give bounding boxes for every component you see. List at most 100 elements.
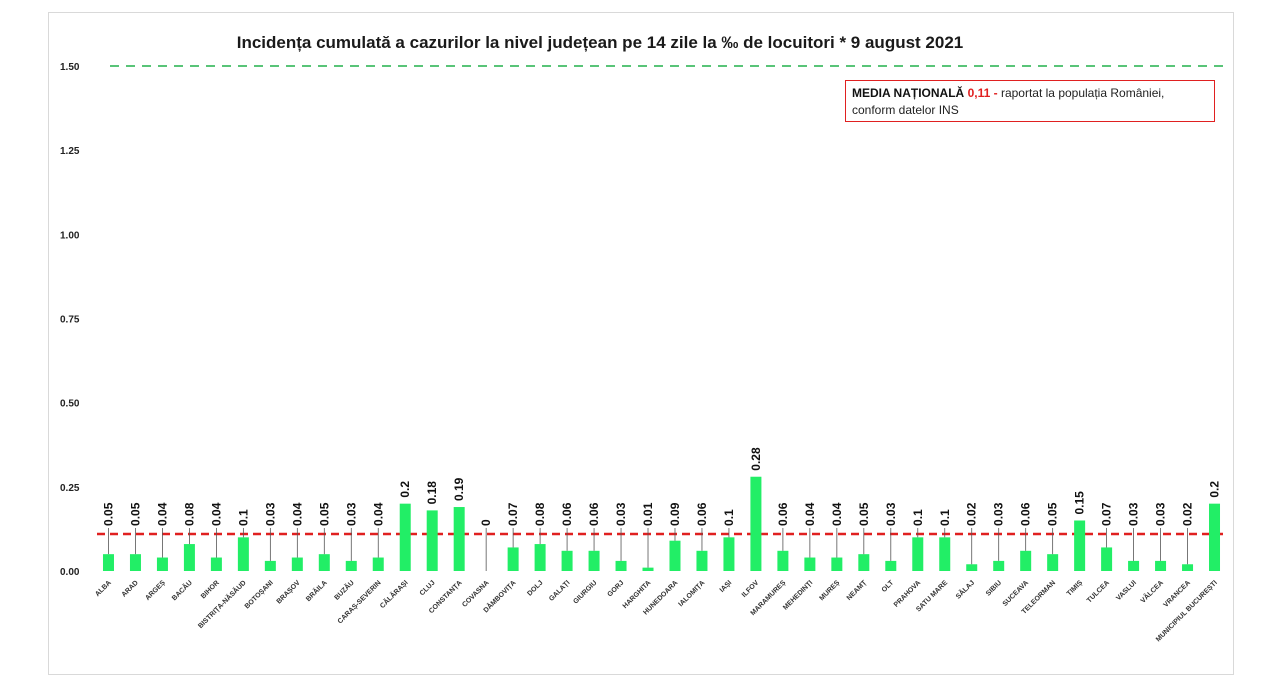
y-tick-label: 1.50 [60,62,80,73]
bars [102,476,1221,571]
legend-value: 0,11 [967,86,991,100]
bar [264,560,276,571]
data-label: 0.06 [1019,502,1033,526]
bar [696,550,708,571]
bar [1209,503,1221,571]
bar [534,544,546,571]
bar [291,557,303,571]
bar [858,554,870,571]
data-label: 0.1 [911,509,925,526]
data-label: 0.1 [722,509,736,526]
data-label: 0.05 [857,502,871,526]
bar [210,557,222,571]
x-tick-label: GALAȚI [548,579,571,602]
x-tick-label: IAȘI [719,579,734,594]
x-tick-label: BIHOR [200,579,221,600]
bar [939,537,951,571]
data-label: 0 [479,519,493,526]
chart-title: Incidența cumulată a cazurilor la nivel … [236,33,964,52]
bar [1155,560,1167,571]
data-label: 0.01 [641,502,655,526]
data-label: 0.28 [749,447,763,471]
legend-text: raportat la populația României, conform … [852,86,1165,117]
data-label: 0.18 [425,481,439,505]
data-label: 0.03 [1127,502,1141,526]
x-tick-label: CĂLĂRAȘI [378,578,410,610]
data-label: 0.03 [614,502,628,526]
x-tick-label: MUREȘ [818,579,841,602]
bar [966,564,978,571]
x-tick-label: VÂLCEA [1138,578,1165,605]
bar [723,537,735,571]
bar [156,557,168,571]
bar [318,554,330,571]
bar [453,507,465,571]
bar [831,557,843,571]
bar [615,560,627,571]
x-tick-label: BRAȘOV [276,579,302,605]
data-label: 0.04 [290,502,304,526]
bar [507,547,519,571]
data-label: 0.04 [803,502,817,526]
x-tick-label: GORJ [606,579,625,598]
x-tick-label: CLUJ [419,579,437,597]
x-tick-label: ILFOV [741,579,761,599]
bar [129,554,141,571]
bar [1182,564,1194,571]
x-tick-label: IALOMIȚA [678,579,707,608]
x-tick-label: BOTOȘANI [244,579,275,610]
data-label: 0.07 [1100,502,1114,526]
x-tick-label: VASLUI [1115,579,1138,602]
x-tick-label: SIBIU [985,579,1003,597]
x-tick-label: OLT [881,579,896,594]
data-label: 0.03 [263,502,277,526]
y-tick-label: 0.25 [60,483,80,494]
data-label: 0.06 [587,502,601,526]
data-label: 0.04 [155,502,169,526]
data-label: 0.1 [938,509,952,526]
bar [993,560,1005,571]
data-label: 0.04 [209,502,223,526]
x-tick-label: ARGEȘ [144,579,167,602]
data-label: 0.06 [695,502,709,526]
data-label: 0.03 [344,502,358,526]
data-label: 0.15 [1073,491,1087,515]
data-label: 0.03 [1154,502,1168,526]
y-tick-label: 1.00 [60,230,80,241]
x-tick-label: ALBA [94,579,113,598]
x-tick-label: ARAD [121,579,140,598]
y-tick-label: 0.50 [60,399,80,410]
bar [1128,560,1140,571]
x-tick-label: BUZĂU [332,578,356,602]
x-tick-label: GIURGIU [572,579,598,605]
legend-label: MEDIA NAȚIONALĂ [852,86,965,100]
x-tick-label: COVASNA [461,579,490,608]
bar [588,550,600,571]
x-tick-label: BRĂILA [304,578,329,603]
reference-lines [97,65,1228,536]
data-label: 0.04 [371,502,385,526]
y-axis: 0.00 0.25 0.50 0.75 1.00 1.25 1.50 [60,62,80,578]
data-label: 0.06 [560,502,574,526]
bar [399,503,411,571]
x-tick-label: TULCEA [1086,579,1111,604]
x-tick-label: PRAHOVA [893,579,922,608]
x-tick-label: BISTRIȚA-NĂSĂUD [196,578,248,630]
data-label: 0.05 [128,502,142,526]
bar [102,554,114,571]
bar [885,560,897,571]
x-tick-label: SUCEAVA [1002,579,1030,607]
bar [237,537,249,571]
x-tick-label: VRANCEA [1163,579,1192,608]
data-label: 0.2 [1208,481,1222,498]
bar [345,560,357,571]
y-tick-label: 0.75 [60,315,80,326]
data-label: 0.06 [776,502,790,526]
data-label: 0.1 [236,509,250,526]
data-label: 0.05 [1046,502,1060,526]
y-tick-label: 1.25 [60,146,80,157]
x-tick-label: BACĂU [170,578,194,602]
data-label: 0.07 [506,502,520,526]
data-labels: 0.05 0.05 0.04 0.08 0.04 0.1 0.03 0.04 0.05 0.03 0… [101,447,1222,571]
